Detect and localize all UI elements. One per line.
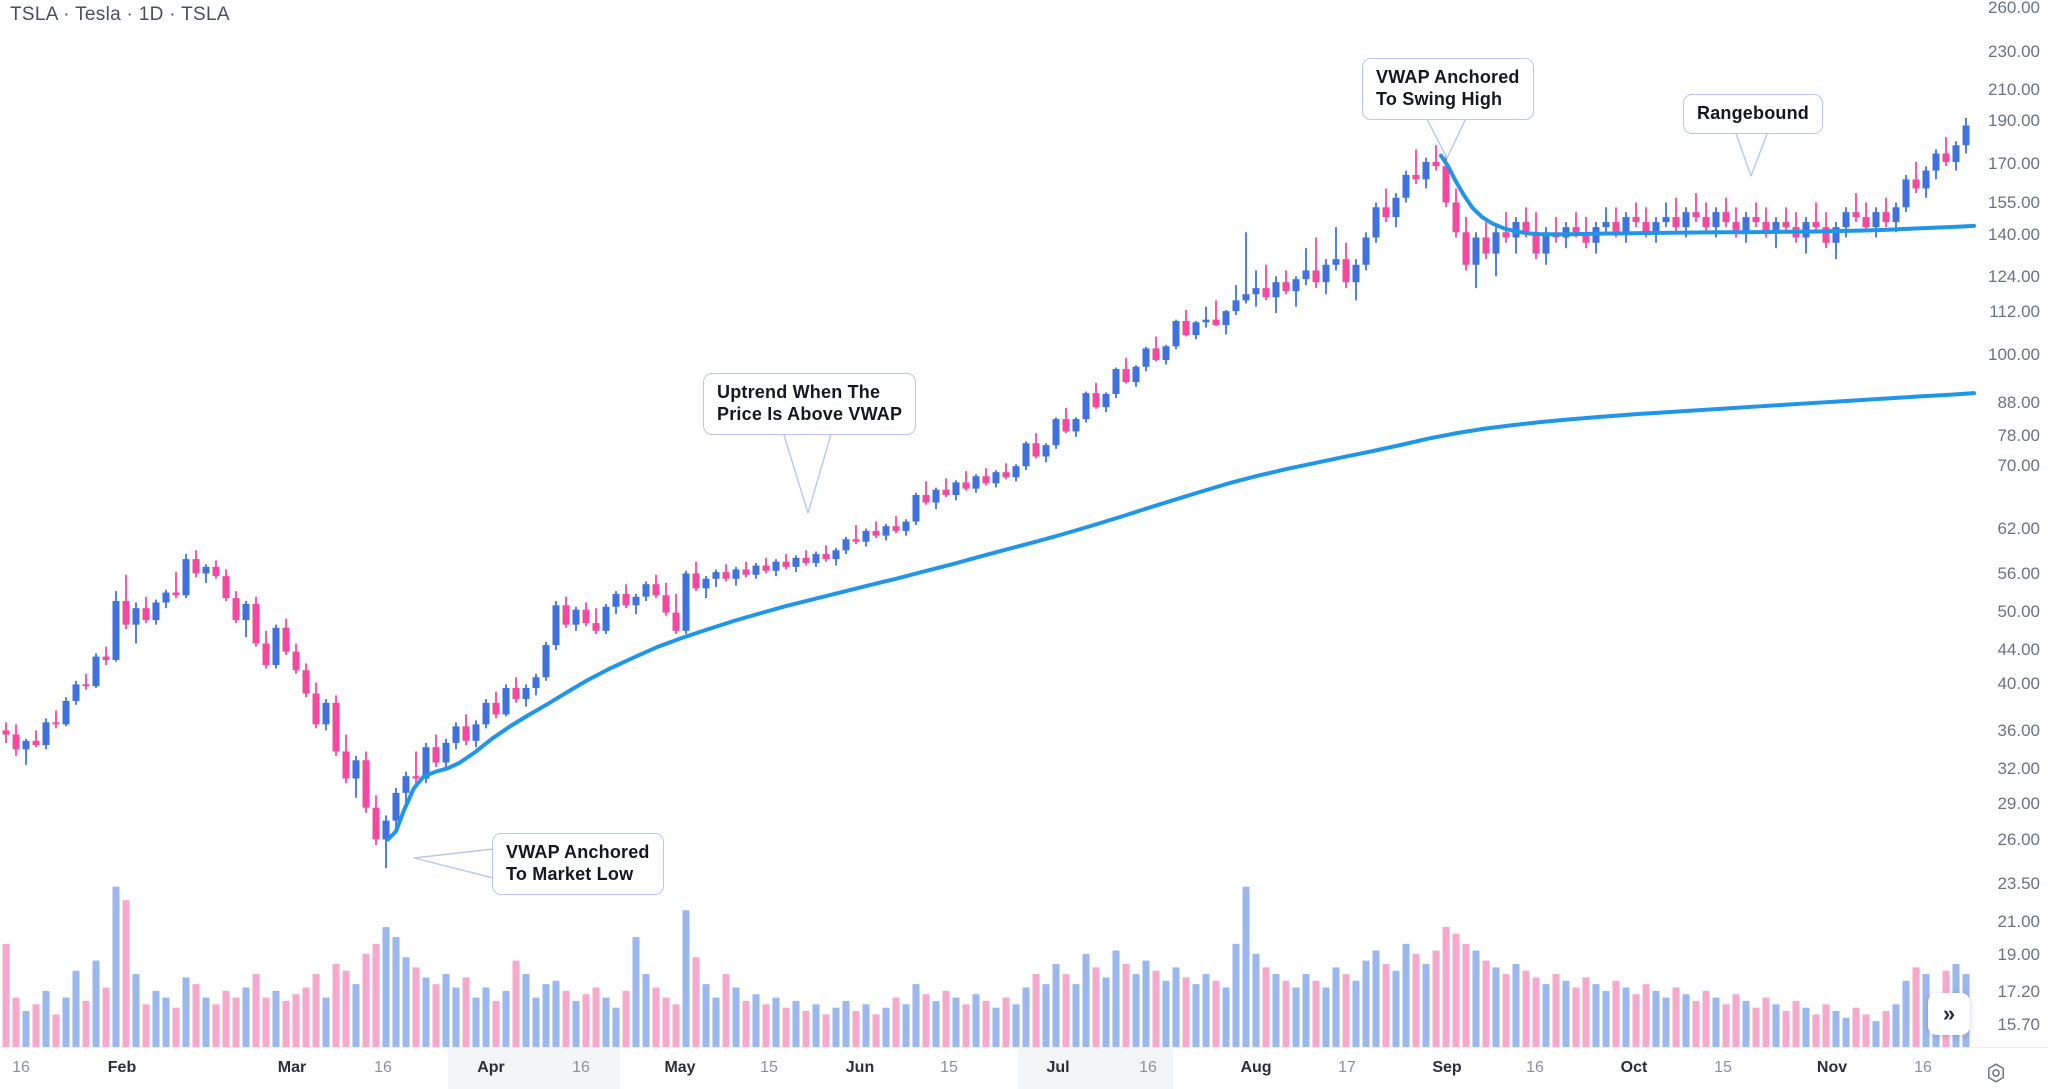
time-axis-band	[448, 1048, 620, 1089]
annotation-vwap-market-low[interactable]: VWAP Anchored To Market Low	[492, 833, 664, 895]
time-axis-tick: Jun	[845, 1059, 875, 1076]
price-plot	[2, 117, 1976, 869]
price-axis-tick: 155.00	[1988, 193, 2040, 212]
price-axis-tick: 88.00	[1997, 393, 2040, 412]
price-pane[interactable]	[0, 0, 1976, 880]
price-axis-tick: 15.70	[1997, 1015, 2040, 1034]
price-axis-tick: 26.00	[1997, 830, 2040, 849]
annotation-tail-vwap-swing-high	[1426, 119, 1466, 159]
price-axis-tick: 29.00	[1997, 794, 2040, 813]
time-axis-tick: 16	[572, 1059, 590, 1076]
price-axis-tick: 190.00	[1988, 111, 2040, 130]
symbol-header: TSLA · Tesla · 1D · TSLA	[10, 4, 230, 25]
price-axis-tick: 21.00	[1997, 912, 2040, 931]
annotation-vwap-swing-high[interactable]: VWAP Anchored To Swing High	[1362, 58, 1534, 120]
time-axis-tick: 16	[1526, 1059, 1544, 1076]
price-axis-tick: 100.00	[1988, 345, 2040, 364]
time-axis-tick: May	[664, 1059, 696, 1076]
annotation-uptrend-above-vwap[interactable]: Uptrend When The Price Is Above VWAP	[703, 373, 917, 435]
time-axis-tick: Apr	[477, 1059, 505, 1076]
time-axis-tick: 16	[1914, 1059, 1932, 1076]
price-axis-tick: 140.00	[1988, 225, 2040, 244]
time-axis[interactable]: 16 Feb Mar 16 Apr 16 May 15 Jun 15 Jul 16 Aug 17 Sep 16…	[0, 1047, 2048, 1089]
price-axis-tick: 78.00	[1997, 426, 2040, 445]
time-axis-tick: 17	[1338, 1059, 1356, 1076]
time-axis-tick: Mar	[277, 1059, 307, 1076]
time-axis-tick: 16	[12, 1059, 30, 1076]
scroll-to-realtime-button[interactable]: »	[1928, 993, 1970, 1035]
annotation-rangebound[interactable]: Rangebound	[1683, 94, 1823, 134]
price-axis-tick: 40.00	[1997, 674, 2040, 693]
price-axis-tick: 230.00	[1988, 42, 2040, 61]
time-axis-tick: Oct	[1620, 1059, 1648, 1076]
time-axis-tick: Aug	[1240, 1059, 1272, 1076]
price-axis-tick: 32.00	[1997, 759, 2040, 778]
price-axis-tick: 17.20	[1997, 982, 2040, 1001]
volume-plot	[2, 886, 1970, 1048]
time-axis-tick: 16	[1139, 1059, 1157, 1076]
time-axis-tick: Feb	[107, 1059, 137, 1076]
price-axis-tick: 44.00	[1997, 640, 2040, 659]
time-axis-tick: Jul	[1046, 1059, 1070, 1076]
price-axis-tick: 36.00	[1997, 721, 2040, 740]
time-axis-tick: 15	[760, 1059, 778, 1076]
annotation-tail-uptrend-above-vwap	[783, 434, 832, 514]
price-axis-tick: 112.00	[1989, 302, 2040, 321]
time-axis-tick: Nov	[1816, 1059, 1848, 1076]
price-axis-tick: 210.00	[1988, 80, 2040, 99]
time-axis-tick: 15	[940, 1059, 958, 1076]
price-axis[interactable]: 260.00 230.00 210.00 190.00 170.00 155.00 140.…	[1976, 0, 2048, 1048]
price-axis-tick: 170.00	[1988, 154, 2040, 173]
time-axis-tick: 16	[374, 1059, 392, 1076]
time-axis-band	[1113, 1048, 1173, 1089]
price-axis-settings-icon[interactable]	[1985, 1062, 2007, 1084]
price-axis-tick: 260.00	[1988, 0, 2040, 17]
price-axis-tick: 62.00	[1997, 519, 2040, 538]
double-chevron-right-icon: »	[1942, 1001, 1956, 1026]
price-axis-tick: 50.00	[1997, 602, 2040, 621]
volume-pane[interactable]	[0, 880, 1976, 1048]
time-axis-tick: Sep	[1432, 1059, 1462, 1076]
annotation-tail-rangebound	[1735, 133, 1768, 177]
price-axis-tick: 124.00	[1988, 267, 2040, 286]
time-axis-tick: 15	[1714, 1059, 1732, 1076]
annotation-tail-vwap-market-low	[413, 848, 493, 879]
price-axis-tick: 70.00	[1997, 456, 2040, 475]
price-axis-tick: 19.00	[1997, 945, 2040, 964]
price-axis-tick: 23.50	[1997, 874, 2040, 893]
price-axis-tick: 56.00	[1997, 564, 2040, 583]
